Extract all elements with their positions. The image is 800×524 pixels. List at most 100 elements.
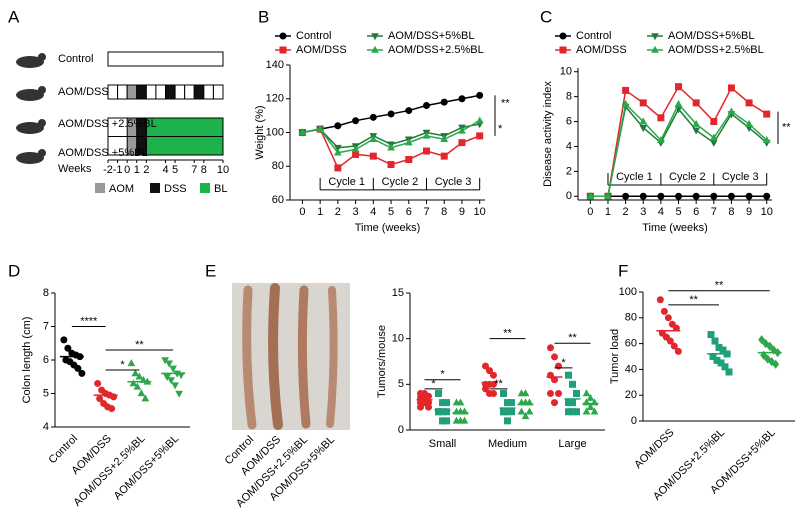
x-tick-label: 7 — [423, 206, 429, 218]
marker — [586, 402, 595, 410]
legend-label: DSS — [164, 183, 187, 195]
x-tick-label: Control — [46, 433, 80, 467]
marker — [508, 408, 515, 416]
marker — [129, 379, 138, 387]
marker — [421, 399, 428, 407]
marker — [521, 389, 530, 397]
marker — [517, 407, 526, 415]
marker — [504, 408, 511, 416]
marker — [137, 389, 146, 397]
marker — [551, 353, 558, 361]
legend-dss — [150, 183, 160, 193]
week-cell — [193, 84, 205, 100]
panel-label: D — [8, 261, 20, 280]
marker — [435, 389, 442, 397]
marker — [745, 192, 753, 200]
aom-dss-bar — [107, 84, 224, 100]
x-tick-label: 4 — [370, 206, 376, 218]
marker — [440, 98, 448, 106]
marker — [74, 364, 82, 372]
marker — [525, 407, 534, 415]
marker — [745, 99, 753, 107]
x-tick-label: 5 — [675, 206, 681, 218]
marker — [586, 393, 595, 401]
marker — [555, 389, 562, 397]
marker — [692, 119, 701, 127]
marker — [672, 324, 680, 332]
week-tick-label: -2 — [103, 164, 113, 176]
sig-label: ** — [568, 332, 577, 344]
marker — [713, 356, 721, 364]
marker — [521, 398, 530, 406]
marker — [439, 417, 446, 425]
week-tick-label: 10 — [217, 164, 229, 176]
marker — [604, 192, 612, 200]
photo — [232, 283, 350, 430]
marker — [439, 408, 446, 416]
cycle-label: Cycle 1 — [616, 171, 653, 183]
week-tick-label: 4 — [162, 164, 168, 176]
x-tick-label: 1 — [605, 206, 611, 218]
marker — [664, 314, 672, 322]
marker — [763, 192, 771, 200]
x-tick-label: 6 — [406, 206, 412, 218]
legend-label: AOM/DSS — [576, 44, 627, 56]
y-tick-label: 60 — [625, 338, 637, 350]
y-tick-label: 7 — [43, 320, 49, 332]
cycle-label: Cycle 3 — [435, 176, 472, 188]
legend-label: AOM/DSS — [296, 44, 347, 56]
marker — [565, 371, 572, 379]
marker — [108, 405, 116, 413]
marker — [675, 83, 683, 91]
marker — [440, 135, 449, 143]
y-tick-label: 5 — [43, 387, 49, 399]
week-cell — [126, 84, 138, 100]
y-tick-label: 8 — [43, 287, 49, 299]
marker — [352, 150, 360, 158]
marker — [500, 408, 507, 416]
marker — [569, 408, 576, 416]
legend-label: AOM/DSS+5%BL — [388, 30, 475, 42]
marker — [64, 344, 72, 352]
marker — [298, 128, 307, 136]
marker — [745, 119, 753, 127]
marker — [165, 360, 173, 368]
marker — [551, 399, 558, 407]
marker — [565, 408, 572, 416]
x-axis-title: Time (weeks) — [642, 222, 708, 234]
week-tick-label: 8 — [201, 164, 207, 176]
sig-label: ** — [715, 280, 724, 292]
y-tick-label: 40 — [625, 363, 637, 375]
legend-label: Control — [296, 30, 331, 42]
marker — [764, 354, 772, 364]
sig-label: * — [440, 369, 445, 381]
marker — [710, 118, 718, 126]
x-tick-label: 10 — [474, 206, 486, 218]
marker — [709, 133, 718, 141]
marker — [351, 145, 360, 153]
x-tick-label: 4 — [658, 206, 664, 218]
x-tick-label: AOM/DSS — [632, 427, 676, 471]
y-axis-title: Tumors/mouse — [376, 325, 388, 398]
marker — [439, 399, 446, 407]
marker — [476, 91, 484, 99]
marker — [621, 99, 630, 107]
x-tick-label: AOM/DSS+5%BL — [112, 433, 182, 503]
marker — [96, 395, 104, 403]
week-tick-label: 2 — [143, 164, 149, 176]
legend-label: AOM/DSS+5%BL — [668, 30, 755, 42]
marker — [458, 95, 466, 103]
x-tick-label: 0 — [299, 206, 305, 218]
marker — [135, 372, 144, 380]
x-tick-label: 9 — [459, 206, 465, 218]
marker — [508, 399, 515, 407]
group-label: AOM/DSS +5%BL — [58, 147, 148, 159]
marker — [443, 399, 450, 407]
marker — [476, 132, 484, 140]
marker — [127, 359, 136, 367]
marker — [727, 192, 735, 200]
panel-label: F — [618, 261, 628, 280]
x-tick-label: 8 — [441, 206, 447, 218]
marker — [586, 192, 595, 200]
